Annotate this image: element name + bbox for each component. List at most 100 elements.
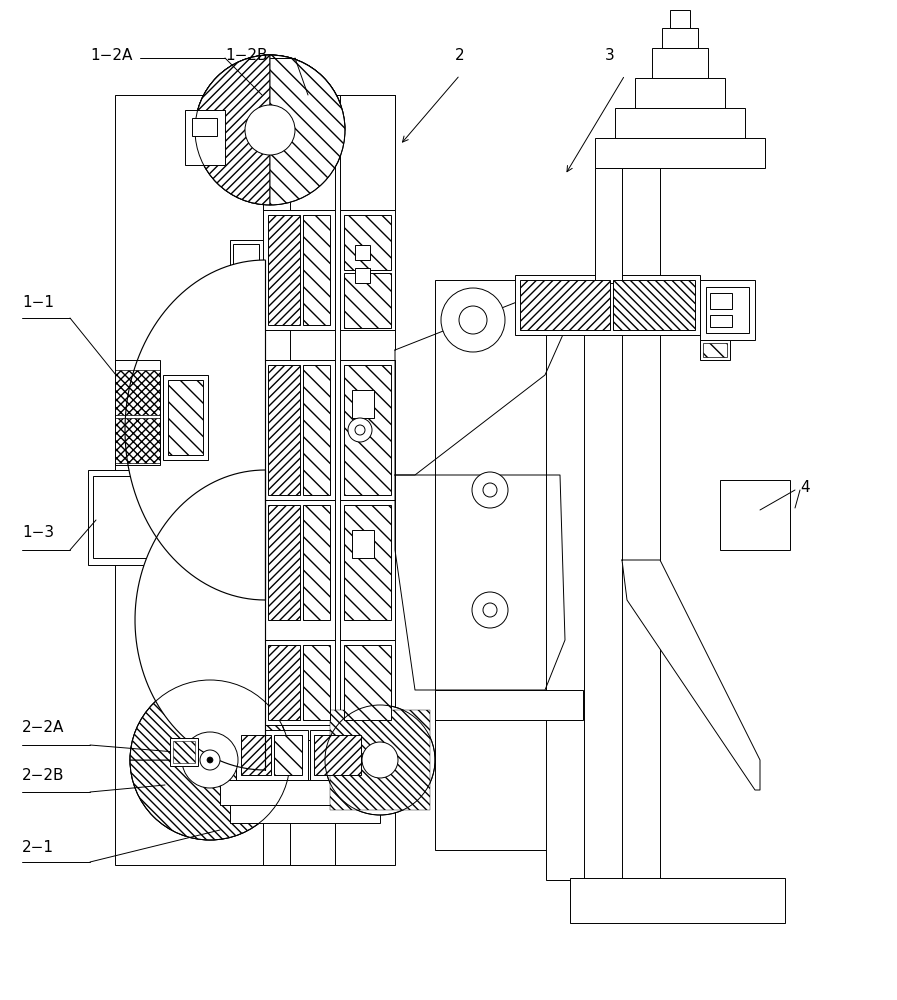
Text: 3: 3 bbox=[605, 48, 614, 63]
Wedge shape bbox=[130, 680, 290, 760]
Bar bbox=[192, 118, 217, 136]
Bar bbox=[595, 138, 765, 168]
Bar bbox=[185, 110, 225, 165]
Bar bbox=[115, 418, 160, 463]
Circle shape bbox=[200, 750, 220, 770]
Text: 1−1: 1−1 bbox=[22, 295, 54, 310]
Bar bbox=[303, 215, 330, 325]
Wedge shape bbox=[130, 760, 290, 840]
Bar bbox=[274, 735, 302, 775]
Bar bbox=[115, 360, 160, 465]
Bar bbox=[710, 315, 732, 327]
Bar bbox=[290, 95, 335, 865]
Bar bbox=[230, 240, 263, 280]
Bar bbox=[570, 878, 785, 923]
Bar bbox=[344, 273, 391, 328]
Bar bbox=[344, 505, 391, 620]
Bar bbox=[263, 210, 335, 330]
Bar bbox=[670, 10, 690, 28]
Bar bbox=[344, 645, 391, 720]
Text: 2: 2 bbox=[455, 48, 465, 63]
Bar bbox=[622, 168, 660, 878]
Circle shape bbox=[348, 418, 372, 442]
Circle shape bbox=[182, 732, 238, 788]
Circle shape bbox=[355, 425, 365, 435]
Text: 1−3: 1−3 bbox=[22, 525, 54, 540]
Polygon shape bbox=[195, 55, 345, 130]
Polygon shape bbox=[135, 470, 265, 770]
Bar bbox=[168, 380, 203, 455]
Bar bbox=[700, 280, 755, 340]
Circle shape bbox=[472, 472, 508, 508]
Bar bbox=[263, 500, 335, 740]
Polygon shape bbox=[395, 285, 565, 475]
Wedge shape bbox=[270, 55, 345, 205]
Bar bbox=[613, 280, 695, 330]
Bar bbox=[520, 280, 610, 330]
Circle shape bbox=[472, 592, 508, 628]
Bar bbox=[115, 95, 395, 865]
Polygon shape bbox=[395, 475, 565, 690]
Bar bbox=[268, 505, 300, 620]
Text: 2−1: 2−1 bbox=[22, 840, 54, 855]
Bar bbox=[340, 210, 395, 330]
Bar bbox=[355, 245, 370, 260]
Bar bbox=[330, 710, 430, 810]
Bar bbox=[93, 476, 181, 558]
Bar bbox=[662, 28, 698, 48]
Bar bbox=[268, 645, 300, 720]
Bar bbox=[268, 215, 300, 325]
Circle shape bbox=[325, 705, 435, 815]
Bar bbox=[344, 365, 391, 495]
Circle shape bbox=[483, 603, 497, 617]
Circle shape bbox=[362, 742, 398, 778]
Bar bbox=[340, 500, 395, 740]
Bar bbox=[170, 738, 198, 766]
Bar bbox=[303, 645, 330, 720]
Bar bbox=[344, 215, 391, 270]
Bar bbox=[220, 780, 400, 805]
Bar bbox=[700, 340, 730, 360]
Bar bbox=[355, 268, 370, 283]
Bar bbox=[370, 740, 395, 770]
Bar bbox=[263, 640, 335, 725]
Bar bbox=[303, 365, 330, 495]
Bar bbox=[314, 735, 361, 775]
Circle shape bbox=[245, 105, 295, 155]
Bar bbox=[173, 741, 195, 763]
Polygon shape bbox=[622, 560, 760, 790]
Bar bbox=[435, 280, 570, 850]
Bar bbox=[340, 640, 395, 725]
Bar bbox=[88, 470, 188, 565]
Bar bbox=[340, 360, 395, 500]
Circle shape bbox=[130, 680, 290, 840]
Bar bbox=[340, 95, 395, 665]
Circle shape bbox=[441, 288, 505, 352]
Bar bbox=[268, 365, 300, 495]
Polygon shape bbox=[125, 260, 265, 600]
Text: 1−2B: 1−2B bbox=[225, 48, 267, 63]
Bar bbox=[595, 168, 622, 283]
Bar bbox=[263, 360, 335, 500]
Text: 4: 4 bbox=[800, 480, 810, 495]
Circle shape bbox=[207, 757, 213, 763]
Circle shape bbox=[195, 55, 345, 205]
Text: 2−2B: 2−2B bbox=[22, 768, 65, 783]
Bar bbox=[352, 530, 374, 558]
Bar bbox=[263, 95, 335, 865]
Text: 2−2A: 2−2A bbox=[22, 720, 65, 735]
Circle shape bbox=[483, 483, 497, 497]
Bar bbox=[435, 690, 583, 720]
Bar bbox=[310, 730, 365, 780]
Text: 1−2A: 1−2A bbox=[90, 48, 133, 63]
Bar bbox=[703, 343, 727, 357]
Bar bbox=[233, 244, 259, 276]
Polygon shape bbox=[195, 55, 270, 205]
Bar bbox=[652, 48, 708, 78]
Bar bbox=[546, 280, 584, 880]
Bar bbox=[352, 390, 374, 418]
Bar bbox=[635, 78, 725, 108]
Bar bbox=[720, 480, 790, 550]
Bar bbox=[710, 293, 732, 309]
Bar bbox=[615, 108, 745, 138]
